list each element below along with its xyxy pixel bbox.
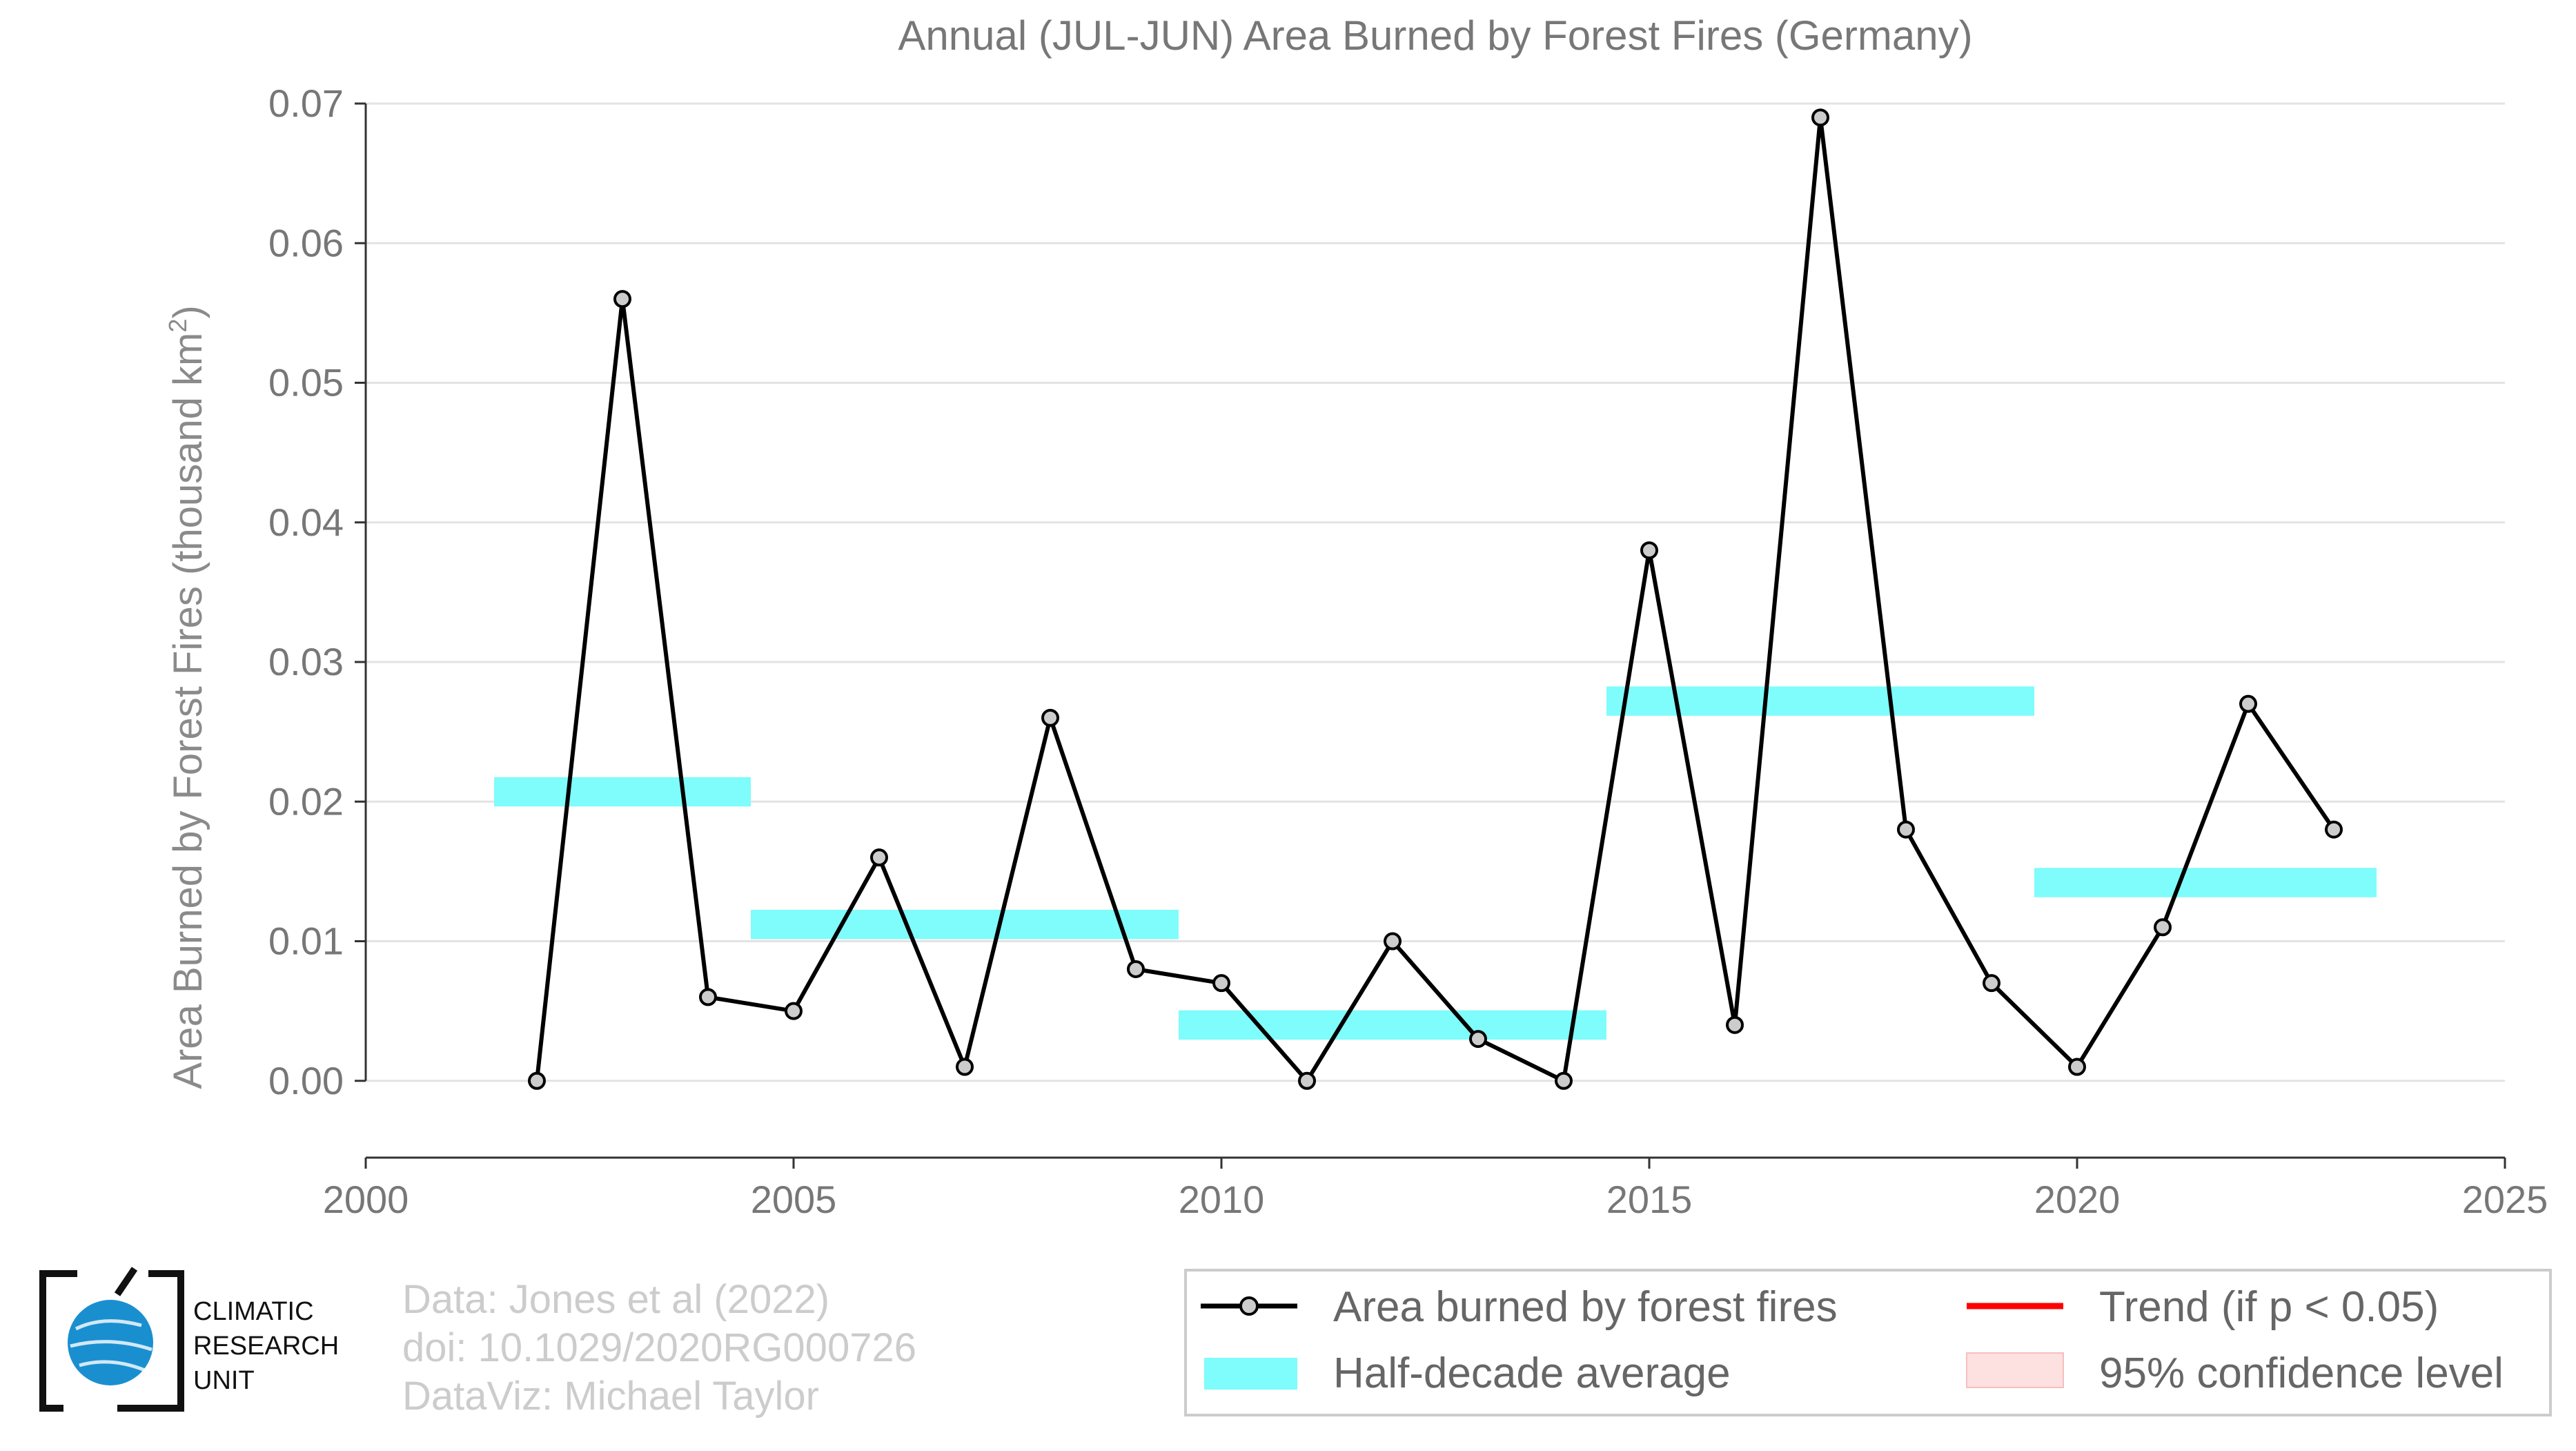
- credits-line3: DataViz: Michael Taylor: [402, 1374, 819, 1419]
- gridlines: [366, 102, 2505, 1082]
- logo: CLIMATIC RESEARCH UNIT: [39, 1267, 339, 1412]
- x-tick-label: 2015: [1606, 1178, 1693, 1221]
- data-point: [2068, 1058, 2086, 1076]
- data-line: [535, 115, 2336, 1083]
- legend-swatch-half-decade: [1204, 1358, 1297, 1390]
- y-tick-label: 0.04: [268, 500, 344, 544]
- legend-swatch-confidence: [1966, 1352, 2064, 1388]
- data-point: [1298, 1071, 1316, 1090]
- y-axis-label-close: ): [166, 305, 210, 318]
- legend-box: [1184, 1269, 2552, 1416]
- legend-label-area: Area burned by forest fires: [1333, 1283, 1838, 1331]
- data-point: [1469, 1030, 1487, 1049]
- data-point: [870, 848, 888, 867]
- data-point: [785, 1002, 803, 1020]
- legend-label-confidence: 95% confidence level: [2099, 1350, 2504, 1397]
- y-axis: 0.00 0.01 0.02 0.03 0.04 0.05 0.06 0.07: [268, 81, 367, 1102]
- data-point: [1555, 1071, 1573, 1090]
- logo-slash: [114, 1267, 138, 1296]
- logo-bracket-left: [39, 1270, 77, 1412]
- x-tick-label: 2010: [1179, 1178, 1265, 1221]
- data-point: [1983, 974, 2000, 993]
- legend-label-half-decade: Half-decade average: [1333, 1350, 1731, 1397]
- globe-swirl: [70, 1319, 153, 1372]
- data-point: [1384, 932, 1402, 951]
- data-point: [1041, 708, 1059, 727]
- data-point: [1726, 1015, 1744, 1034]
- y-tick-label: 0.05: [268, 361, 344, 405]
- x-tick-label: 2005: [751, 1178, 837, 1221]
- legend-swatch-area-marker: [1239, 1296, 1259, 1316]
- y-axis-label: Area Burned by Forest Fires (thousand km…: [164, 305, 210, 1089]
- x-tick-label: 2025: [2462, 1178, 2548, 1221]
- data-point: [2325, 820, 2343, 839]
- data-point: [1640, 541, 1658, 560]
- logo-text-line3: UNIT: [193, 1366, 255, 1395]
- data-point: [1811, 108, 1829, 127]
- half-decade-average-bar: [2034, 868, 2377, 897]
- half-decade-average-bar: [1179, 1010, 1606, 1040]
- data-points: [528, 108, 2343, 1090]
- half-decade-average-bar: [1606, 686, 2034, 716]
- data-point: [1127, 960, 1145, 978]
- y-tick-label: 0.02: [268, 779, 344, 823]
- credits-line2: doi: 10.1029/2020RG000726: [402, 1325, 916, 1370]
- y-tick-label: 0.03: [268, 640, 344, 683]
- y-tick-label: 0.07: [268, 81, 344, 125]
- y-axis-label-superscript: 2: [164, 319, 192, 333]
- data-point: [528, 1071, 546, 1090]
- x-tick-label: 2020: [2034, 1178, 2121, 1221]
- half-decade-average-bar: [494, 777, 751, 807]
- half-decade-bands: [494, 686, 2377, 1040]
- y-tick-label: 0.00: [268, 1059, 344, 1102]
- half-decade-average-bar: [751, 910, 1179, 939]
- data-point: [699, 988, 717, 1006]
- x-axis: 2000 2005 2010 2015 2020 2025: [323, 1156, 2548, 1221]
- data-point: [613, 290, 631, 309]
- data-point: [1897, 820, 1915, 839]
- area-burned-line: [535, 115, 2336, 1083]
- data-point: [956, 1058, 974, 1076]
- data-point: [2239, 694, 2257, 713]
- x-tick-label: 2000: [323, 1178, 409, 1221]
- logo-bracket-right: [117, 1270, 184, 1412]
- chart-title: Annual (JUL-JUN) Area Burned by Forest F…: [898, 12, 1972, 59]
- logo-text-line2: RESEARCH: [193, 1332, 339, 1361]
- logo-text-line1: CLIMATIC: [193, 1297, 314, 1326]
- data-point: [2154, 918, 2172, 937]
- legend: Area burned by forest fires Trend (if p …: [1184, 1269, 2552, 1416]
- data-point: [1212, 974, 1230, 993]
- y-tick-label: 0.01: [268, 919, 344, 963]
- y-tick-label: 0.06: [268, 221, 344, 264]
- credits: Data: Jones et al (2022) doi: 10.1029/20…: [402, 1277, 916, 1419]
- credits-line1: Data: Jones et al (2022): [402, 1277, 829, 1322]
- legend-label-trend: Trend (if p < 0.05): [2099, 1283, 2439, 1331]
- y-axis-label-main: Area Burned by Forest Fires (thousand km: [166, 333, 210, 1089]
